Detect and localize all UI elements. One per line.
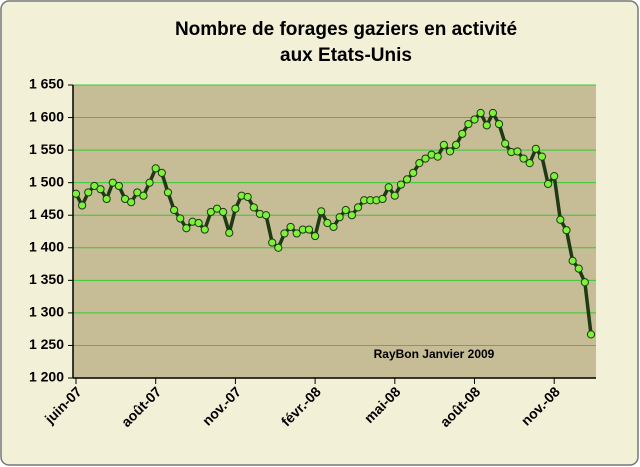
data-point — [274, 243, 283, 252]
data-point — [568, 256, 577, 265]
data-point — [494, 119, 504, 129]
data-point — [335, 213, 344, 222]
plot-area — [73, 85, 596, 378]
chart-title: aux Etats-Unis — [280, 45, 412, 66]
y-tick-label: 1 550 — [29, 141, 64, 157]
data-point — [586, 330, 596, 339]
data-point — [488, 108, 498, 118]
data-point — [212, 204, 222, 213]
data-point — [249, 203, 258, 212]
y-tick-label: 1 300 — [29, 304, 64, 320]
data-point — [353, 203, 363, 212]
y-tick-label: 1 600 — [29, 108, 64, 124]
data-point — [71, 189, 81, 198]
data-point — [176, 214, 185, 223]
data-point — [347, 211, 356, 220]
data-point — [476, 108, 485, 118]
data-point — [261, 211, 271, 220]
data-point — [415, 159, 424, 168]
data-point — [396, 180, 406, 189]
data-point — [231, 204, 240, 213]
data-point — [280, 229, 289, 238]
data-point — [292, 229, 301, 238]
data-point — [445, 147, 455, 156]
data-point — [163, 188, 173, 197]
data-point — [378, 194, 387, 204]
data-point — [139, 191, 148, 200]
data-point — [574, 264, 583, 273]
data-point — [556, 215, 565, 224]
data-point — [194, 218, 203, 228]
data-point — [120, 194, 130, 204]
y-tick-label: 1 450 — [29, 206, 64, 222]
data-point — [550, 172, 559, 181]
data-point — [102, 194, 111, 204]
data-point — [219, 207, 228, 217]
data-point — [341, 205, 350, 215]
data-point — [458, 129, 467, 138]
data-point — [421, 154, 430, 163]
y-tick-label: 1 650 — [29, 76, 64, 92]
data-point — [157, 168, 166, 177]
data-point — [384, 183, 393, 192]
data-point — [108, 178, 117, 187]
data-point — [543, 179, 553, 189]
data-point — [580, 278, 589, 287]
data-point — [90, 181, 99, 191]
data-point — [402, 175, 412, 184]
data-point — [452, 140, 461, 150]
data-point — [78, 201, 87, 210]
y-tick-label: 1 250 — [29, 336, 64, 352]
data-point — [513, 147, 522, 156]
data-point — [329, 222, 338, 232]
data-point — [525, 159, 534, 168]
data-point — [304, 225, 314, 234]
annotation: RayBon Janvier 2009 — [374, 347, 495, 361]
data-point — [96, 185, 105, 194]
data-point — [323, 218, 332, 228]
data-point — [531, 144, 540, 153]
y-tick-label: 1 400 — [29, 238, 64, 254]
data-point — [114, 181, 124, 191]
data-point — [562, 226, 571, 235]
data-point — [268, 238, 277, 247]
data-point — [501, 139, 510, 148]
data-point — [390, 191, 399, 200]
data-point — [519, 154, 528, 163]
data-point — [169, 205, 179, 215]
data-point — [182, 224, 191, 233]
data-point — [482, 121, 491, 130]
data-point — [433, 152, 442, 161]
y-tick-label: 1 500 — [29, 173, 64, 189]
data-point — [133, 188, 142, 197]
data-point — [206, 207, 215, 217]
data-point — [127, 198, 136, 207]
y-tick-label: 1 350 — [29, 271, 64, 287]
data-point — [225, 228, 234, 237]
chart-title: Nombre de forages gaziers en activité — [175, 19, 517, 40]
data-point — [151, 164, 160, 173]
data-point — [439, 140, 448, 150]
data-point — [200, 225, 209, 234]
data-point — [317, 207, 326, 216]
data-point — [470, 115, 479, 124]
data-point — [145, 178, 154, 187]
data-point — [311, 231, 320, 241]
data-point — [537, 152, 547, 161]
data-point — [243, 192, 252, 202]
data-point — [286, 222, 295, 232]
data-point — [409, 168, 418, 177]
y-tick-label: 1 200 — [29, 369, 64, 385]
data-point — [84, 188, 93, 197]
data-point — [464, 119, 473, 129]
